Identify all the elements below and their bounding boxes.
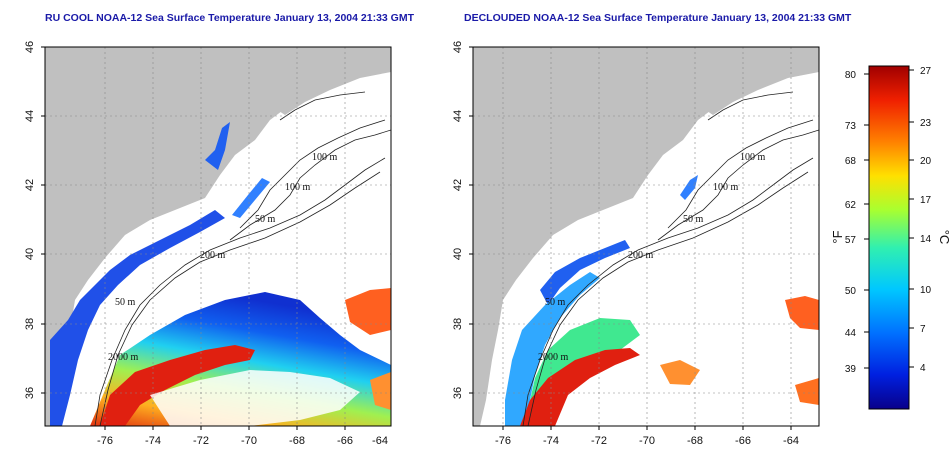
right-lon-tick: -66	[735, 435, 751, 447]
left-gulf-maine-patch	[205, 122, 230, 170]
colorbar-f-tick: 39	[845, 364, 857, 375]
right-land	[473, 47, 819, 426]
right-lat-tick: 42	[452, 179, 464, 191]
left-lat-tick: 46	[24, 41, 36, 53]
right-lat-tick: 38	[452, 318, 464, 330]
left-nova-scotia	[270, 60, 391, 115]
colorbar-f-tick: 50	[845, 286, 857, 297]
left-lon-tick: -76	[97, 435, 113, 447]
colorbar-c-tick: 10	[920, 285, 932, 296]
left-lon-tick: -66	[337, 435, 353, 447]
right-lon-tick: -74	[543, 435, 559, 447]
right-lat-tick: 46	[452, 41, 464, 53]
right-lon-tick: -64	[783, 435, 799, 447]
left-lon-tick: -68	[289, 435, 305, 447]
right-lon-tick: -70	[639, 435, 655, 447]
left-contour-label-100m-b: 100 m	[285, 182, 311, 193]
left-gulf-stream-core	[100, 345, 255, 426]
colorbar-f-tick: 73	[845, 121, 857, 132]
left-contour-label-200m: 200 m	[200, 250, 226, 261]
left-bathymetry-contours	[94, 91, 391, 426]
colorbar-c-tick: 23	[920, 118, 932, 129]
right-lon-tick: -68	[687, 435, 703, 447]
right-lat-tick: 36	[452, 387, 464, 399]
right-lon-tick: -76	[495, 435, 511, 447]
left-lat-tick: 38	[24, 318, 36, 330]
right-warm-patch-south	[660, 360, 700, 385]
colorbar-f-tick: 57	[845, 235, 857, 246]
right-contour-label-100m-b: 100 m	[713, 182, 739, 193]
left-contour-label-100m-a: 100 m	[312, 152, 338, 163]
right-gulf-stream-core	[520, 348, 640, 426]
right-contour-label-100m-a: 100 m	[740, 152, 766, 163]
left-lat-tick: 40	[24, 248, 36, 260]
colorbar-f-tick: 68	[845, 156, 857, 167]
right-shelf-water	[505, 272, 600, 426]
right-lat-tick: 44	[452, 110, 464, 122]
right-grid	[473, 47, 819, 426]
colorbar-c-tick: 14	[920, 234, 932, 245]
left-cloud-mask	[150, 370, 360, 426]
left-lon-tick: -72	[193, 435, 209, 447]
right-contour-label-50m: 50 m	[683, 214, 704, 225]
colorbar-f-tick: 80	[845, 70, 857, 81]
left-lat-tick: 36	[24, 387, 36, 399]
left-warm-eddy-east	[345, 288, 391, 335]
colorbar-f-tick: 62	[845, 200, 857, 211]
right-bathymetry-contours	[522, 91, 819, 426]
right-map-frame	[472, 46, 820, 427]
colorbar-gradient	[868, 65, 910, 410]
left-coastal-cold-band	[50, 210, 225, 426]
left-map: 100 m 100 m 50 m 200 m 50 m 2000 m -76 -…	[24, 41, 392, 447]
right-contour-label-50m-b: 50 m	[545, 297, 566, 308]
right-coastal-cold-band	[540, 240, 630, 305]
left-lat-tick: 42	[24, 179, 36, 191]
right-map: 100 m 100 m 50 m 200 m 50 m 2000 m -76 -…	[452, 41, 820, 447]
right-map-title: DECLOUDED NOAA-12 Sea Surface Temperatur…	[464, 12, 852, 24]
left-lon-tick: -64	[372, 435, 388, 447]
right-lon-tick: -72	[591, 435, 607, 447]
left-grid	[45, 47, 391, 426]
colorbar-c-tick: 7	[920, 324, 926, 335]
colorbar-c-tick: 4	[920, 363, 926, 374]
colorbar-f-tick: 44	[845, 328, 857, 339]
right-lat-tick: 40	[452, 248, 464, 260]
left-lon-tick: -74	[145, 435, 161, 447]
right-georges-patch	[680, 175, 698, 200]
left-map-title: RU COOL NOAA-12 Sea Surface Temperature …	[45, 12, 415, 24]
left-warm-patch-se	[370, 372, 391, 410]
left-contour-label-2000m: 2000 m	[108, 352, 139, 363]
left-lon-tick: -70	[241, 435, 257, 447]
left-land	[45, 47, 391, 426]
left-contour-label-50m: 50 m	[255, 214, 276, 225]
colorbar: 80 73 68 62 57 50 44 39 27 23 20 17 14 1…	[830, 65, 950, 410]
right-nova-scotia	[698, 60, 819, 115]
left-map-frame	[44, 46, 392, 427]
colorbar-fahrenheit-unit: °F	[830, 230, 845, 243]
right-warm-eddy-east	[785, 296, 819, 330]
colorbar-c-tick: 20	[920, 156, 932, 167]
colorbar-celsius-unit: °C	[937, 230, 950, 245]
right-contour-label-2000m: 2000 m	[538, 352, 569, 363]
left-lat-tick: 44	[24, 110, 36, 122]
left-georges-patch	[232, 178, 270, 218]
right-warm-patch-se	[795, 378, 819, 405]
right-slope-water	[528, 318, 640, 426]
left-contour-label-50m-b: 50 m	[115, 297, 136, 308]
right-contour-label-200m: 200 m	[628, 250, 654, 261]
colorbar-c-tick: 17	[920, 195, 932, 206]
colorbar-c-tick: 27	[920, 66, 932, 77]
